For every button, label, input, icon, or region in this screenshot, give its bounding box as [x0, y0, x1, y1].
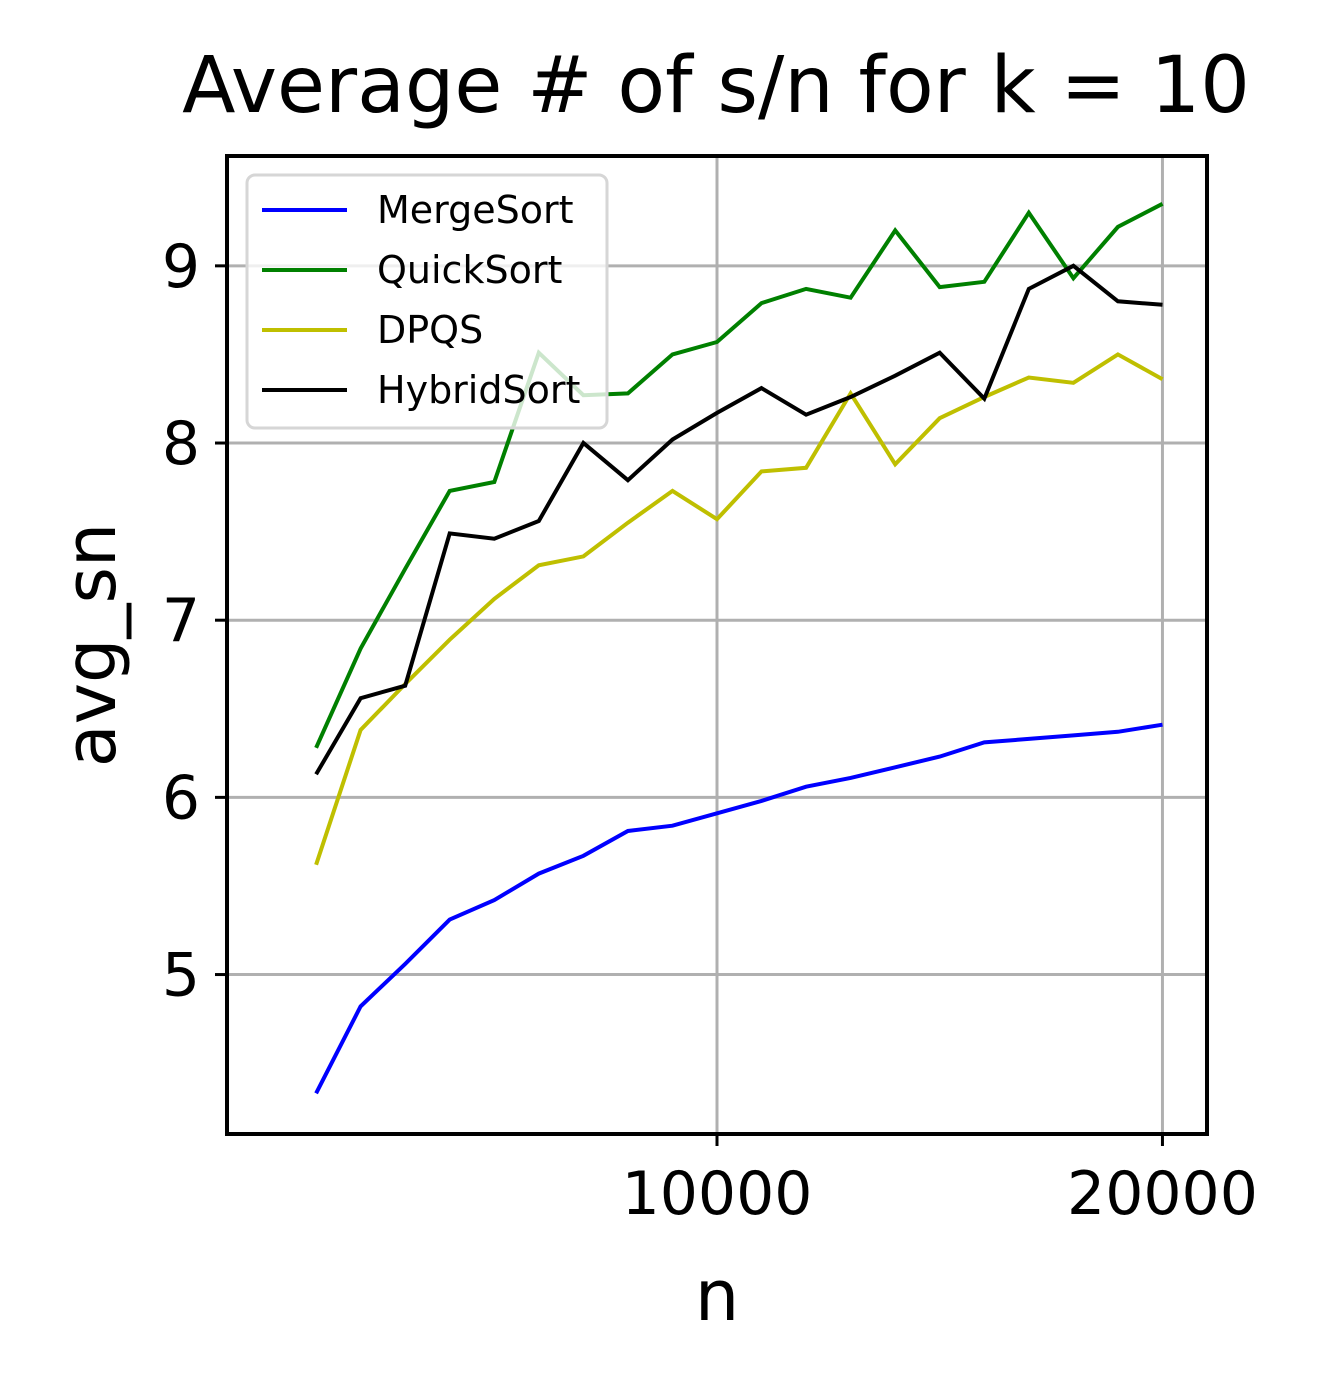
- series-lines: [314, 202, 1164, 1095]
- x-tick-label: 20000: [1067, 1159, 1258, 1229]
- y-tick-label: 5: [162, 941, 200, 1011]
- legend-box: [245, 173, 609, 430]
- axis-ticks: 10000 20000 5 6 7 8 9: [162, 232, 1258, 1229]
- chart-title: Average # of s/n for k = 10: [182, 41, 1250, 131]
- legend-label: MergeSort: [377, 188, 574, 232]
- series-line-dpqs: [314, 352, 1164, 866]
- y-tick-label: 6: [162, 763, 200, 833]
- y-tick-label: 7: [162, 586, 200, 656]
- x-tick-label: 10000: [622, 1159, 813, 1229]
- y-axis-label: avg_sn: [50, 523, 132, 768]
- legend: MergeSort QuickSort DPQS HybridSort: [245, 173, 609, 430]
- y-tick-label: 9: [162, 232, 200, 302]
- series-line-mergesort: [314, 722, 1163, 1095]
- legend-label: QuickSort: [377, 248, 562, 292]
- x-axis-label: n: [695, 1255, 739, 1337]
- legend-label: DPQS: [377, 308, 483, 352]
- y-tick-label: 8: [162, 409, 200, 479]
- legend-label: HybridSort: [377, 368, 580, 412]
- series-line-hybridsort: [314, 263, 1163, 776]
- series-line-quicksort: [314, 202, 1164, 749]
